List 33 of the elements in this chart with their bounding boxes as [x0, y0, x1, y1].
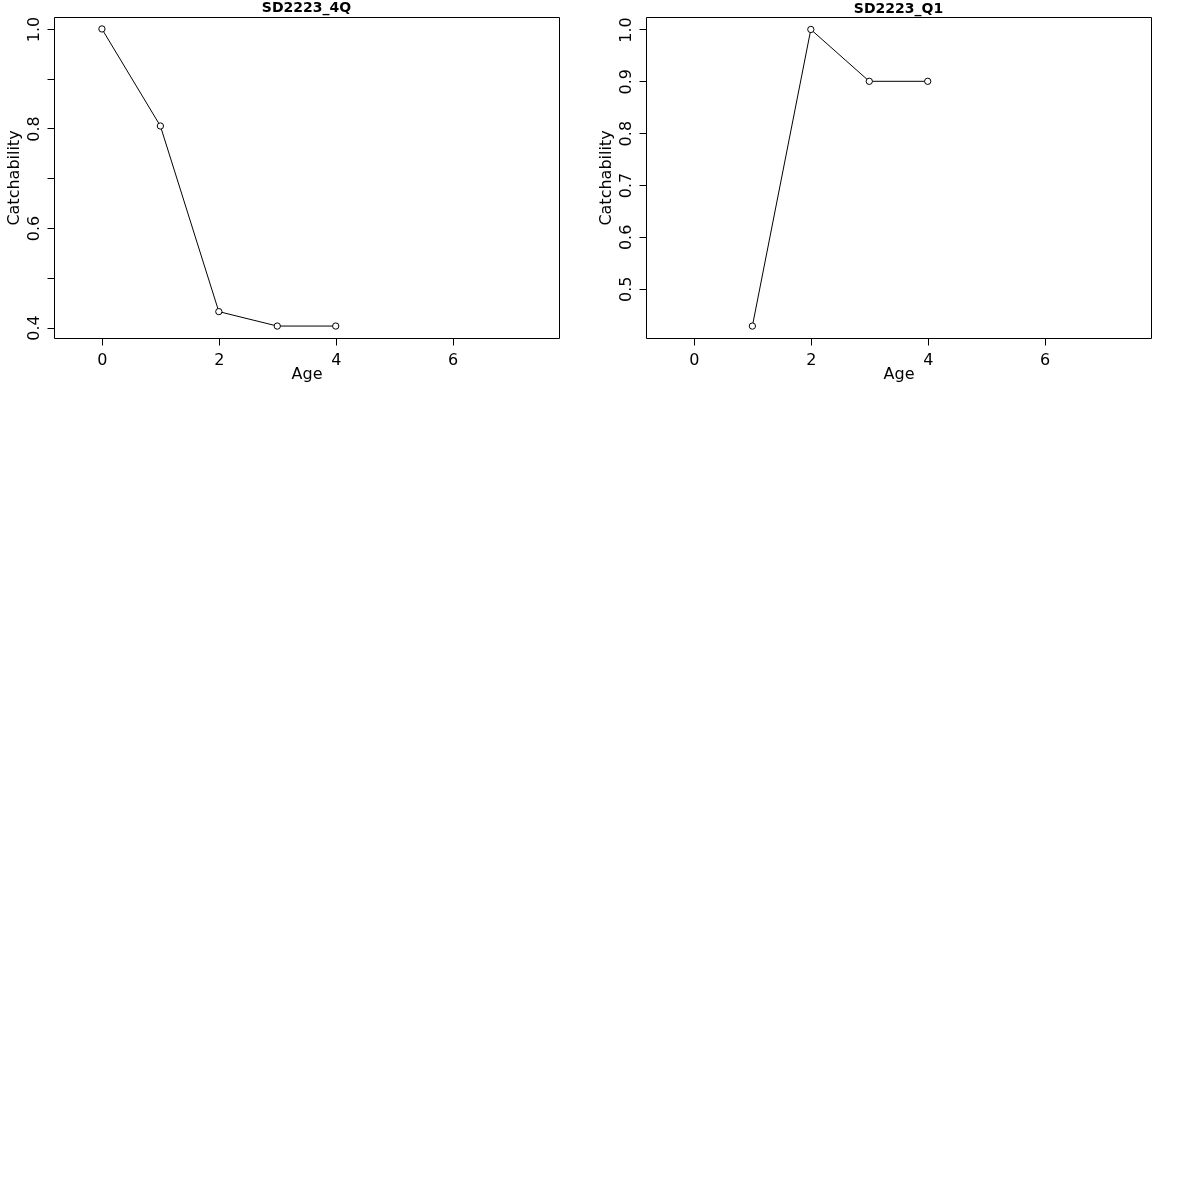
chart-title: SD2223_Q1	[853, 0, 944, 17]
y-tick-label: 0.4	[23, 315, 43, 341]
point	[924, 77, 932, 85]
chart-title: SD2223_4Q	[261, 0, 352, 17]
point	[98, 25, 106, 33]
x-tick-label: 6	[1040, 349, 1051, 369]
y-tick-label: 1.0	[23, 16, 43, 43]
x-tick-label: 2	[214, 349, 225, 369]
y-axis-title: Catchability	[595, 130, 615, 226]
x-tick-label: 0	[689, 349, 700, 369]
point	[215, 307, 223, 316]
y-tick-label: 0.6	[615, 224, 635, 251]
point	[156, 122, 165, 130]
y-axis-title: Catchability	[3, 130, 23, 226]
y-tick-label: 0.8	[615, 120, 635, 147]
point	[865, 77, 873, 85]
point	[273, 322, 281, 330]
point	[807, 25, 815, 34]
x-tick-label: 6	[448, 349, 459, 369]
x-tick-label: 4	[331, 349, 342, 369]
x-axis-title: Age	[883, 363, 915, 383]
y-tick-label: 0.6	[23, 215, 43, 242]
x-tick-label: 4	[923, 349, 934, 369]
x-tick-label: 0	[97, 349, 108, 369]
y-tick-label: 0.7	[615, 172, 635, 199]
x-axis-title: Age	[291, 363, 323, 383]
y-tick-label: 1.0	[615, 17, 635, 43]
y-tick-label: 0.9	[615, 69, 635, 95]
point	[332, 322, 340, 330]
point	[748, 322, 757, 330]
y-tick-label: 0.5	[615, 276, 635, 302]
y-tick-label: 0.8	[23, 116, 43, 142]
x-tick-label: 2	[806, 349, 817, 369]
